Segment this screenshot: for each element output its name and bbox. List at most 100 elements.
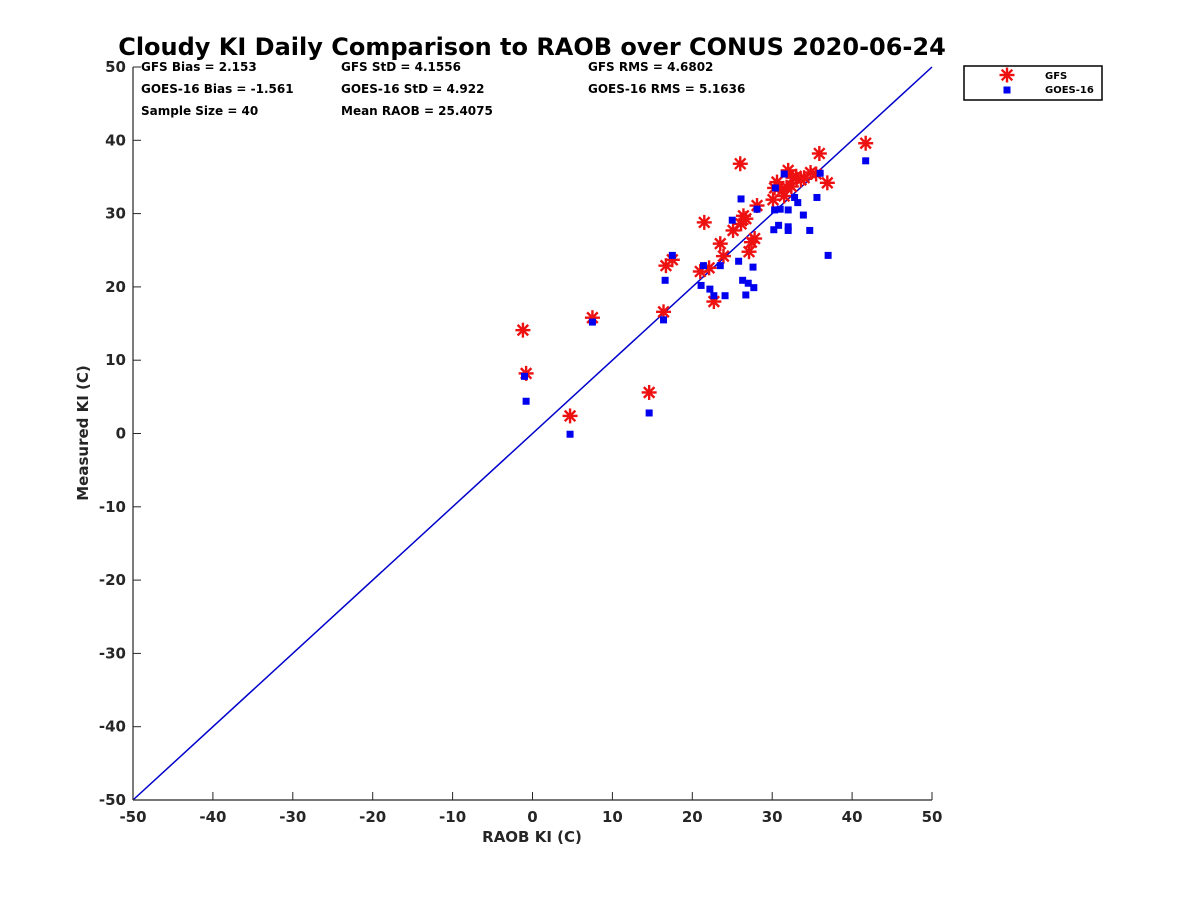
goes16-point: [661, 276, 669, 284]
goes16-point: [753, 205, 761, 213]
reference-line-layer: [132, 66, 933, 801]
x-tick-label: -20: [359, 808, 386, 826]
legend: GFS GOES-16: [963, 65, 1103, 101]
goes16-point: [710, 292, 718, 300]
y-tick-label: -20: [99, 571, 126, 589]
goes16-point: [735, 257, 743, 265]
y-tick-label: -40: [99, 718, 126, 736]
goes16-point: [806, 226, 814, 234]
goes16-point: [816, 169, 824, 177]
goes16-points-layer: [521, 157, 870, 438]
goes16-point: [799, 211, 807, 219]
gfs-point: [780, 162, 796, 178]
stat-text: Mean RAOB = 25.4075: [341, 104, 493, 118]
gfs-point: [747, 231, 763, 247]
goes16-point: [645, 409, 653, 417]
stat-text: GFS Bias = 2.153: [141, 60, 257, 74]
y-tick-label: -30: [99, 644, 126, 662]
gfs-point: [696, 214, 712, 230]
x-axis-label: RAOB KI (C): [482, 828, 582, 846]
goes16-point: [784, 226, 792, 234]
goes16-point: [721, 292, 729, 300]
legend-goes16-marker: [1003, 86, 1011, 94]
goes16-point: [668, 251, 676, 259]
goes16-point: [728, 216, 736, 224]
chart-title: Cloudy KI Daily Comparison to RAOB over …: [118, 33, 946, 61]
goes16-point: [699, 262, 707, 270]
y-tick-label: 50: [105, 58, 126, 76]
gfs-point: [738, 211, 754, 227]
goes16-point: [750, 284, 758, 292]
legend-gfs-asterisk: [999, 67, 1015, 83]
goes16-point: [660, 316, 668, 324]
y-tick-label: 10: [105, 351, 126, 369]
gfs-point: [562, 408, 578, 424]
stat-text: Sample Size = 40: [141, 104, 258, 118]
x-tick-label: 40: [842, 808, 863, 826]
goes16-point: [824, 251, 832, 259]
gfs-points-layer: [515, 135, 874, 424]
goes16-point: [813, 193, 821, 201]
goes16-point: [737, 195, 745, 203]
goes16-point: [739, 276, 747, 284]
goes16-point: [744, 279, 752, 287]
axes-layer: -50 -40 -30 -20 -10 0 10 20 30 40 50 -50 -40 -30 -20 -1…: [99, 58, 943, 826]
stat-text: GFS StD = 4.1556: [341, 60, 461, 74]
gfs-point: [715, 248, 731, 264]
legend-box: [963, 65, 1103, 101]
y-tick-label: 0: [116, 425, 126, 443]
goes16-point: [742, 291, 750, 299]
stat-text: GOES-16 RMS = 5.1636: [588, 82, 745, 96]
x-tick-label: -40: [199, 808, 226, 826]
y-tick-label: -50: [99, 791, 126, 809]
goes16-point: [791, 193, 799, 201]
y-axis-label: Measured KI (C): [74, 365, 92, 501]
gfs-point: [858, 135, 874, 151]
x-tick-label: -30: [279, 808, 306, 826]
x-tick-label: 50: [922, 808, 943, 826]
stat-text: GOES-16 StD = 4.922: [341, 82, 484, 96]
y-tick-label: 20: [105, 278, 126, 296]
goes16-point: [566, 430, 574, 438]
y-tick-label: -10: [99, 498, 126, 516]
stats-layer: GFS Bias = 2.153 GFS StD = 4.1556 GFS RMS …: [141, 60, 745, 118]
stat-text: GFS RMS = 4.6802: [588, 60, 713, 74]
goes16-point: [862, 157, 870, 165]
goes16-point: [775, 221, 783, 229]
gfs-point: [584, 310, 600, 326]
x-tick-label: -50: [119, 808, 146, 826]
goes16-point: [784, 206, 792, 214]
goes16-point: [780, 170, 788, 178]
x-tick-label: 0: [527, 808, 537, 826]
goes16-point: [771, 184, 779, 192]
x-tick-label: -10: [439, 808, 466, 826]
gfs-point: [741, 244, 757, 260]
gfs-point: [515, 322, 531, 338]
x-tick-label: 20: [682, 808, 703, 826]
goes16-point: [770, 226, 778, 234]
gfs-point: [656, 304, 672, 320]
gfs-point: [641, 384, 657, 400]
gfs-point: [819, 175, 835, 191]
goes16-point: [716, 262, 724, 270]
goes16-point: [697, 281, 705, 289]
goes16-point: [588, 318, 596, 326]
y-tick-label: 40: [105, 131, 126, 149]
goes16-point: [749, 263, 757, 271]
goes16-point: [784, 223, 792, 231]
goes16-point: [522, 397, 530, 405]
x-tick-label: 10: [602, 808, 623, 826]
legend-gfs-label: GFS: [1045, 71, 1067, 82]
legend-gfs-marker: [999, 67, 1015, 83]
goes16-point: [771, 206, 779, 214]
x-tick-label: 30: [762, 808, 783, 826]
gfs-point: [732, 156, 748, 172]
gfs-point: [811, 145, 827, 161]
legend-goes16-label: GOES-16: [1045, 85, 1094, 96]
goes16-point: [776, 205, 784, 213]
one-to-one-line: [132, 66, 933, 801]
goes16-point: [794, 199, 802, 207]
gfs-point: [706, 294, 722, 310]
goes16-point: [521, 372, 529, 380]
